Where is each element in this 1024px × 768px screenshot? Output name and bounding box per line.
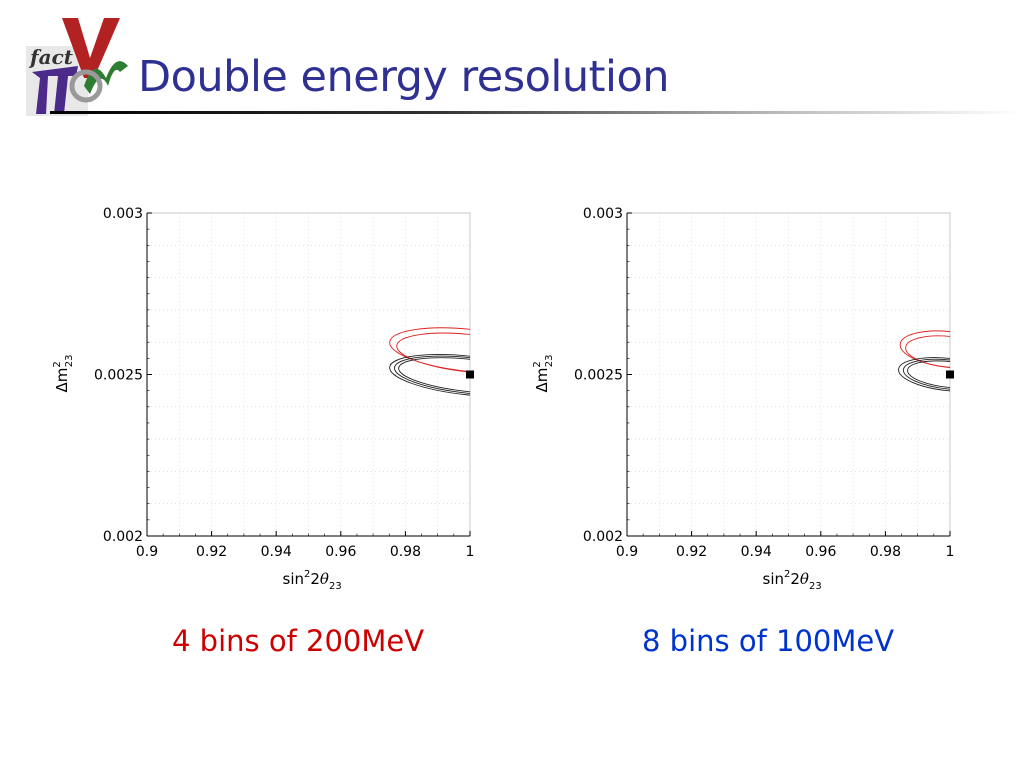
plot-area: 0.9 0.92 0.94 0.96 0.98 1 0.002 0.0025 0.003 sin2… xyxy=(532,206,955,592)
contour-red xyxy=(905,335,950,369)
x-axis-label: sin22θ23 xyxy=(763,569,822,592)
logo-fact-text: fact xyxy=(28,45,74,69)
true-value-marker xyxy=(946,370,954,379)
y-axis-label: Δm223 xyxy=(532,355,555,393)
slide-title: Double energy resolution xyxy=(138,52,670,102)
contour-red xyxy=(899,330,950,369)
title-underline xyxy=(50,111,1024,114)
y-tick-label: 0.003 xyxy=(583,206,623,222)
contour-black xyxy=(394,355,470,396)
x-tick-label: 0.96 xyxy=(325,544,356,560)
x-tick-label: 0.92 xyxy=(676,544,707,560)
x-tick-label: 1 xyxy=(466,544,475,560)
contour-black xyxy=(398,357,470,394)
caption-left: 4 bins of 200MeV xyxy=(172,624,425,658)
y-tick-label: 0.002 xyxy=(103,529,143,545)
x-tick-label: 0.92 xyxy=(196,544,227,560)
y-tick-label: 0.003 xyxy=(103,206,143,222)
x-tick-label: 0.94 xyxy=(261,544,292,560)
y-tick-label: 0.0025 xyxy=(574,368,623,384)
factnu-logo: fact xyxy=(24,16,136,120)
contour-black xyxy=(389,354,470,397)
y-axis-label: Δm223 xyxy=(52,355,75,393)
x-tick-label: 1 xyxy=(946,544,955,560)
chart-right-svg: 0.9 0.92 0.94 0.96 0.98 1 0.002 0.0025 0.003 sin2… xyxy=(532,206,955,592)
logo-pi-shape xyxy=(32,66,78,114)
contour-group xyxy=(898,330,950,392)
x-axis-label: sin22θ23 xyxy=(283,569,342,592)
y-tick-label: 0.0025 xyxy=(94,368,143,384)
x-tick-label: 0.9 xyxy=(136,544,158,560)
true-value-marker xyxy=(466,370,474,379)
logo-nu-shape xyxy=(62,18,120,78)
x-tick-label: 0.98 xyxy=(390,544,421,560)
x-tick-label: 0.96 xyxy=(805,544,836,560)
logo-graphic: fact xyxy=(26,18,128,116)
caption-right: 8 bins of 100MeV xyxy=(642,624,895,658)
contour-black xyxy=(898,357,950,392)
y-axis-label-group: Δm223 xyxy=(52,355,75,393)
logo-mu-shape xyxy=(84,61,128,94)
plot-area: 0.9 0.92 0.94 0.96 0.98 1 0.002 0.0025 0.003 sin2… xyxy=(52,206,475,592)
logo-ring xyxy=(69,69,103,103)
x-tick-label: 0.98 xyxy=(870,544,901,560)
x-tick-label: 0.94 xyxy=(741,544,772,560)
contour-black xyxy=(907,360,950,389)
chart-right: 0.9 0.92 0.94 0.96 0.98 1 0.002 0.0025 0.003 sin2… xyxy=(528,190,998,610)
contour-group xyxy=(389,327,470,397)
contour-black xyxy=(902,358,950,391)
chart-left: 0.9 0.92 0.94 0.96 0.98 1 0.002 0.0025 0.003 sin2… xyxy=(48,190,518,610)
x-tick-label: 0.9 xyxy=(616,544,638,560)
y-tick-label: 0.002 xyxy=(583,529,623,545)
y-axis-label-group: Δm223 xyxy=(532,355,555,393)
chart-left-svg: 0.9 0.92 0.94 0.96 0.98 1 0.002 0.0025 0.003 sin2… xyxy=(52,206,474,592)
